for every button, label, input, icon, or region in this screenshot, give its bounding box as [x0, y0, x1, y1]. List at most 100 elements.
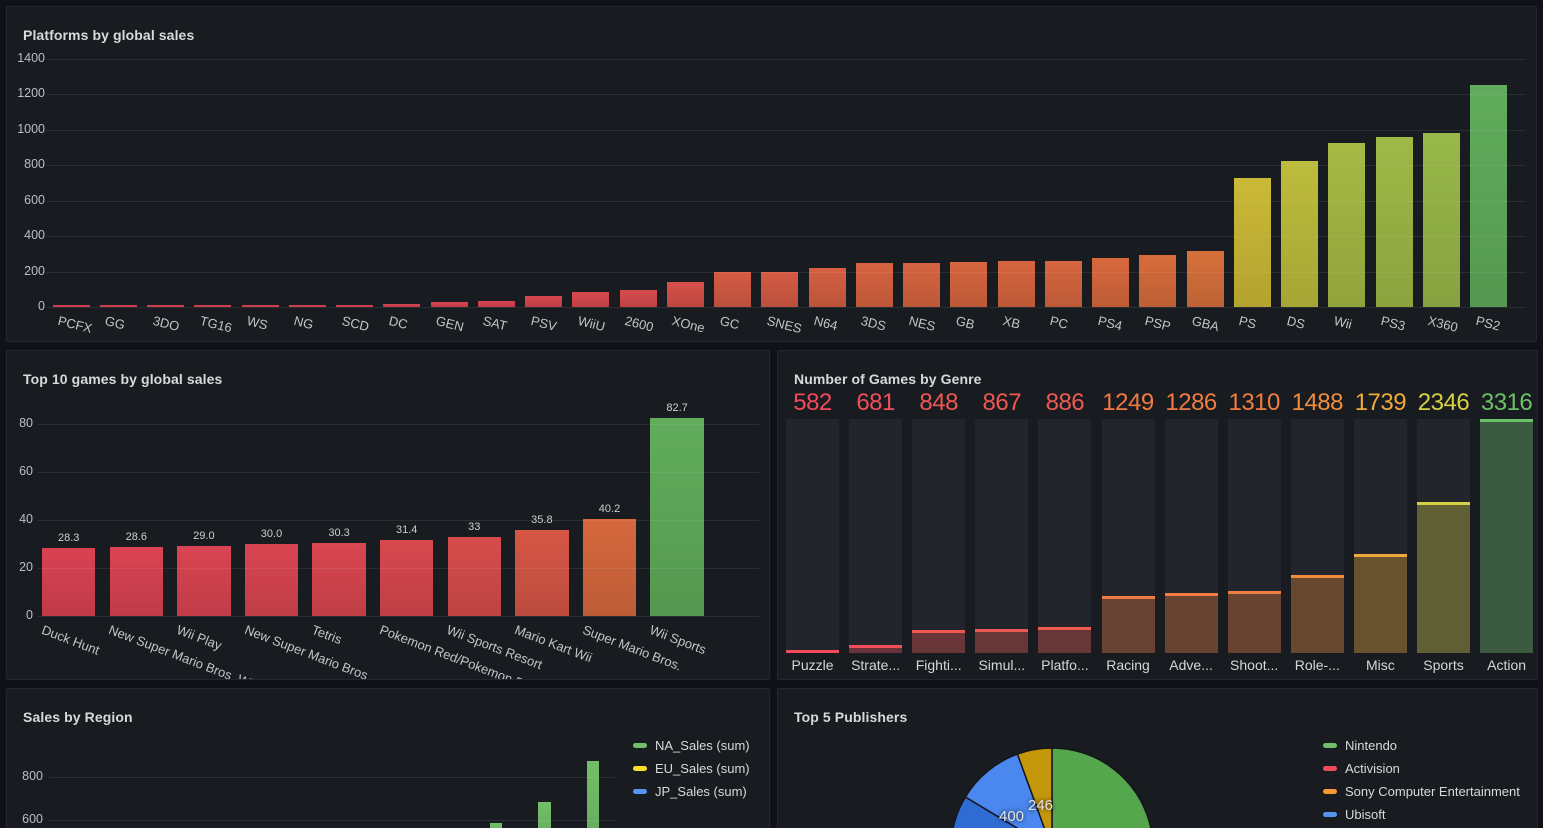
bar-value-label: 40.2 [598, 503, 621, 516]
panel-title[interactable]: Top 10 games by global sales [23, 370, 223, 387]
gauge-bar-Racing[interactable] [1101, 418, 1155, 653]
bar-Tetris[interactable] [312, 543, 366, 616]
legend-label: Ubisoft [1345, 807, 1386, 822]
legend-item-Sony Computer Entertainment[interactable]: Sony Computer Entertainment [1323, 780, 1520, 803]
x-axis-label: SCD [340, 313, 371, 335]
bar-TG16[interactable] [194, 305, 232, 307]
gauge-label-Role-...: Role-... [1294, 657, 1340, 673]
y-axis-tick-label: 800 [22, 769, 43, 784]
bar-value-label: 31.4 [395, 524, 418, 537]
gauge-bar-Action[interactable] [1480, 418, 1534, 653]
gauge-bar-Adve...[interactable] [1164, 418, 1218, 653]
bar-Wii[interactable] [1328, 142, 1366, 307]
legend-item-Activision[interactable]: Activision [1323, 757, 1520, 780]
gauge-bar-Simul...[interactable] [975, 418, 1029, 653]
panel-title[interactable]: Top 5 Publishers [794, 708, 908, 725]
bar-GEN[interactable] [430, 301, 468, 307]
gauge-bar-Sports[interactable] [1417, 418, 1470, 653]
bar-DC[interactable] [383, 304, 421, 307]
bar-3DO[interactable] [147, 305, 185, 307]
gauge-bar-Shoot...[interactable] [1227, 418, 1281, 653]
bar-XB[interactable] [997, 261, 1035, 307]
bar-NA_Sales (sum)[interactable] [586, 760, 599, 828]
gauge-fill [1480, 421, 1534, 653]
bar-Pokemon Red/Pokemon Blue[interactable] [380, 540, 434, 616]
gauge-value-Adve...: 1286 [1165, 389, 1217, 416]
x-axis-label: PCFX [56, 313, 94, 336]
bar-DS[interactable] [1281, 161, 1319, 307]
bar-WS[interactable] [241, 305, 279, 307]
panel-title[interactable]: Sales by Region [23, 708, 133, 725]
gauge-bar-Fighti...[interactable] [912, 418, 966, 653]
bar-SNES[interactable] [761, 271, 799, 307]
bar-PS[interactable] [1233, 177, 1271, 307]
bar-GBA[interactable] [1186, 250, 1224, 307]
gauge-fill [1417, 504, 1470, 653]
bar-N64[interactable] [808, 268, 846, 307]
legend-item-Nintendo[interactable]: Nintendo [1323, 734, 1520, 757]
bar-X360[interactable] [1422, 133, 1460, 307]
x-axis-label: N64 [812, 313, 840, 334]
bar-GG[interactable] [99, 305, 137, 307]
bar-Wii Sports[interactable] [650, 417, 704, 616]
bar-Super Mario Bros.[interactable] [582, 519, 637, 616]
bar-Wii Sports Resort[interactable] [447, 536, 501, 616]
bar-value-label: 30.3 [328, 527, 350, 540]
gauge-label-Simul...: Simul... [978, 657, 1026, 673]
panel-sales-by-region: Sales by Region 600 800 NA_Sales (sum) EU_… [6, 688, 770, 828]
gauge-bar-Strate...[interactable] [849, 418, 903, 653]
bar-PS4[interactable] [1092, 257, 1130, 307]
bar-NES[interactable] [903, 262, 941, 307]
gauge-value-Strate...: 681 [856, 389, 895, 416]
bar-PS2[interactable] [1470, 84, 1508, 307]
bar-Mario Kart Wii[interactable] [515, 529, 569, 616]
x-axis-label: 3DO [151, 313, 181, 335]
panel-title[interactable]: Number of Games by Genre [794, 370, 982, 387]
gauge-bar-Puzzle[interactable] [786, 418, 839, 653]
bar-SAT[interactable] [477, 301, 515, 307]
bar-Wii Play[interactable] [177, 546, 231, 616]
bar-PC[interactable] [1044, 261, 1082, 307]
y-axis-tick-label: 60 [19, 463, 33, 478]
bar-New Super Mario Bros. Wii[interactable] [109, 547, 163, 616]
bar-GB[interactable] [950, 261, 988, 307]
bar-PSV[interactable] [525, 296, 563, 307]
gridline [49, 777, 615, 779]
bar-NA_Sales (sum)[interactable] [538, 802, 551, 828]
bar-XOne[interactable] [666, 282, 704, 307]
legend-item-Ubisoft[interactable]: Ubisoft [1323, 803, 1520, 826]
legend-label: NA_Sales (sum) [655, 738, 750, 753]
gauge-value-Sports: 2346 [1417, 389, 1470, 416]
bar-PSP[interactable] [1139, 254, 1177, 307]
gauge-fill-top-edge [786, 649, 839, 653]
gauge-bar-Platfo...[interactable] [1038, 418, 1092, 653]
gauge-label-Shoot...: Shoot... [1230, 657, 1279, 673]
gauge-bar-Role-...[interactable] [1290, 418, 1344, 653]
legend-item-EU_Sales (sum)[interactable]: EU_Sales (sum) [633, 757, 750, 780]
gauge-value-Puzzle: 582 [793, 389, 832, 416]
gauge-bar-Misc[interactable] [1353, 418, 1407, 653]
bar-3DS[interactable] [855, 263, 893, 307]
pie-slice-value-label: 400 [999, 808, 1025, 825]
legend-color-marker [1323, 766, 1337, 771]
bar-WiiU[interactable] [572, 292, 610, 307]
bar-New Super Mario Bros.[interactable] [244, 543, 299, 616]
gauge-label-Adve...: Adve... [1169, 657, 1213, 673]
legend-item-JP_Sales (sum)[interactable]: JP_Sales (sum) [633, 780, 750, 803]
bar-value-label: 29.0 [193, 530, 215, 543]
gauge-value-Role-...: 1488 [1291, 389, 1344, 416]
bar-SCD[interactable] [336, 305, 374, 307]
bar-PCFX[interactable] [52, 305, 90, 307]
pie-slice-0[interactable] [1051, 747, 1153, 828]
bar-GC[interactable] [714, 271, 752, 307]
bar-Duck Hunt[interactable] [42, 547, 96, 616]
pie-slice-4[interactable] [964, 753, 1052, 828]
bar-PS3[interactable] [1375, 137, 1413, 307]
bar-NA_Sales (sum)[interactable] [489, 823, 502, 828]
panel-title[interactable]: Platforms by global sales [23, 26, 195, 43]
pie-slice-5[interactable] [1016, 747, 1053, 828]
legend-item-NA_Sales (sum)[interactable]: NA_Sales (sum) [633, 734, 750, 757]
bar-NG[interactable] [288, 305, 326, 307]
bar-2600[interactable] [619, 289, 657, 307]
